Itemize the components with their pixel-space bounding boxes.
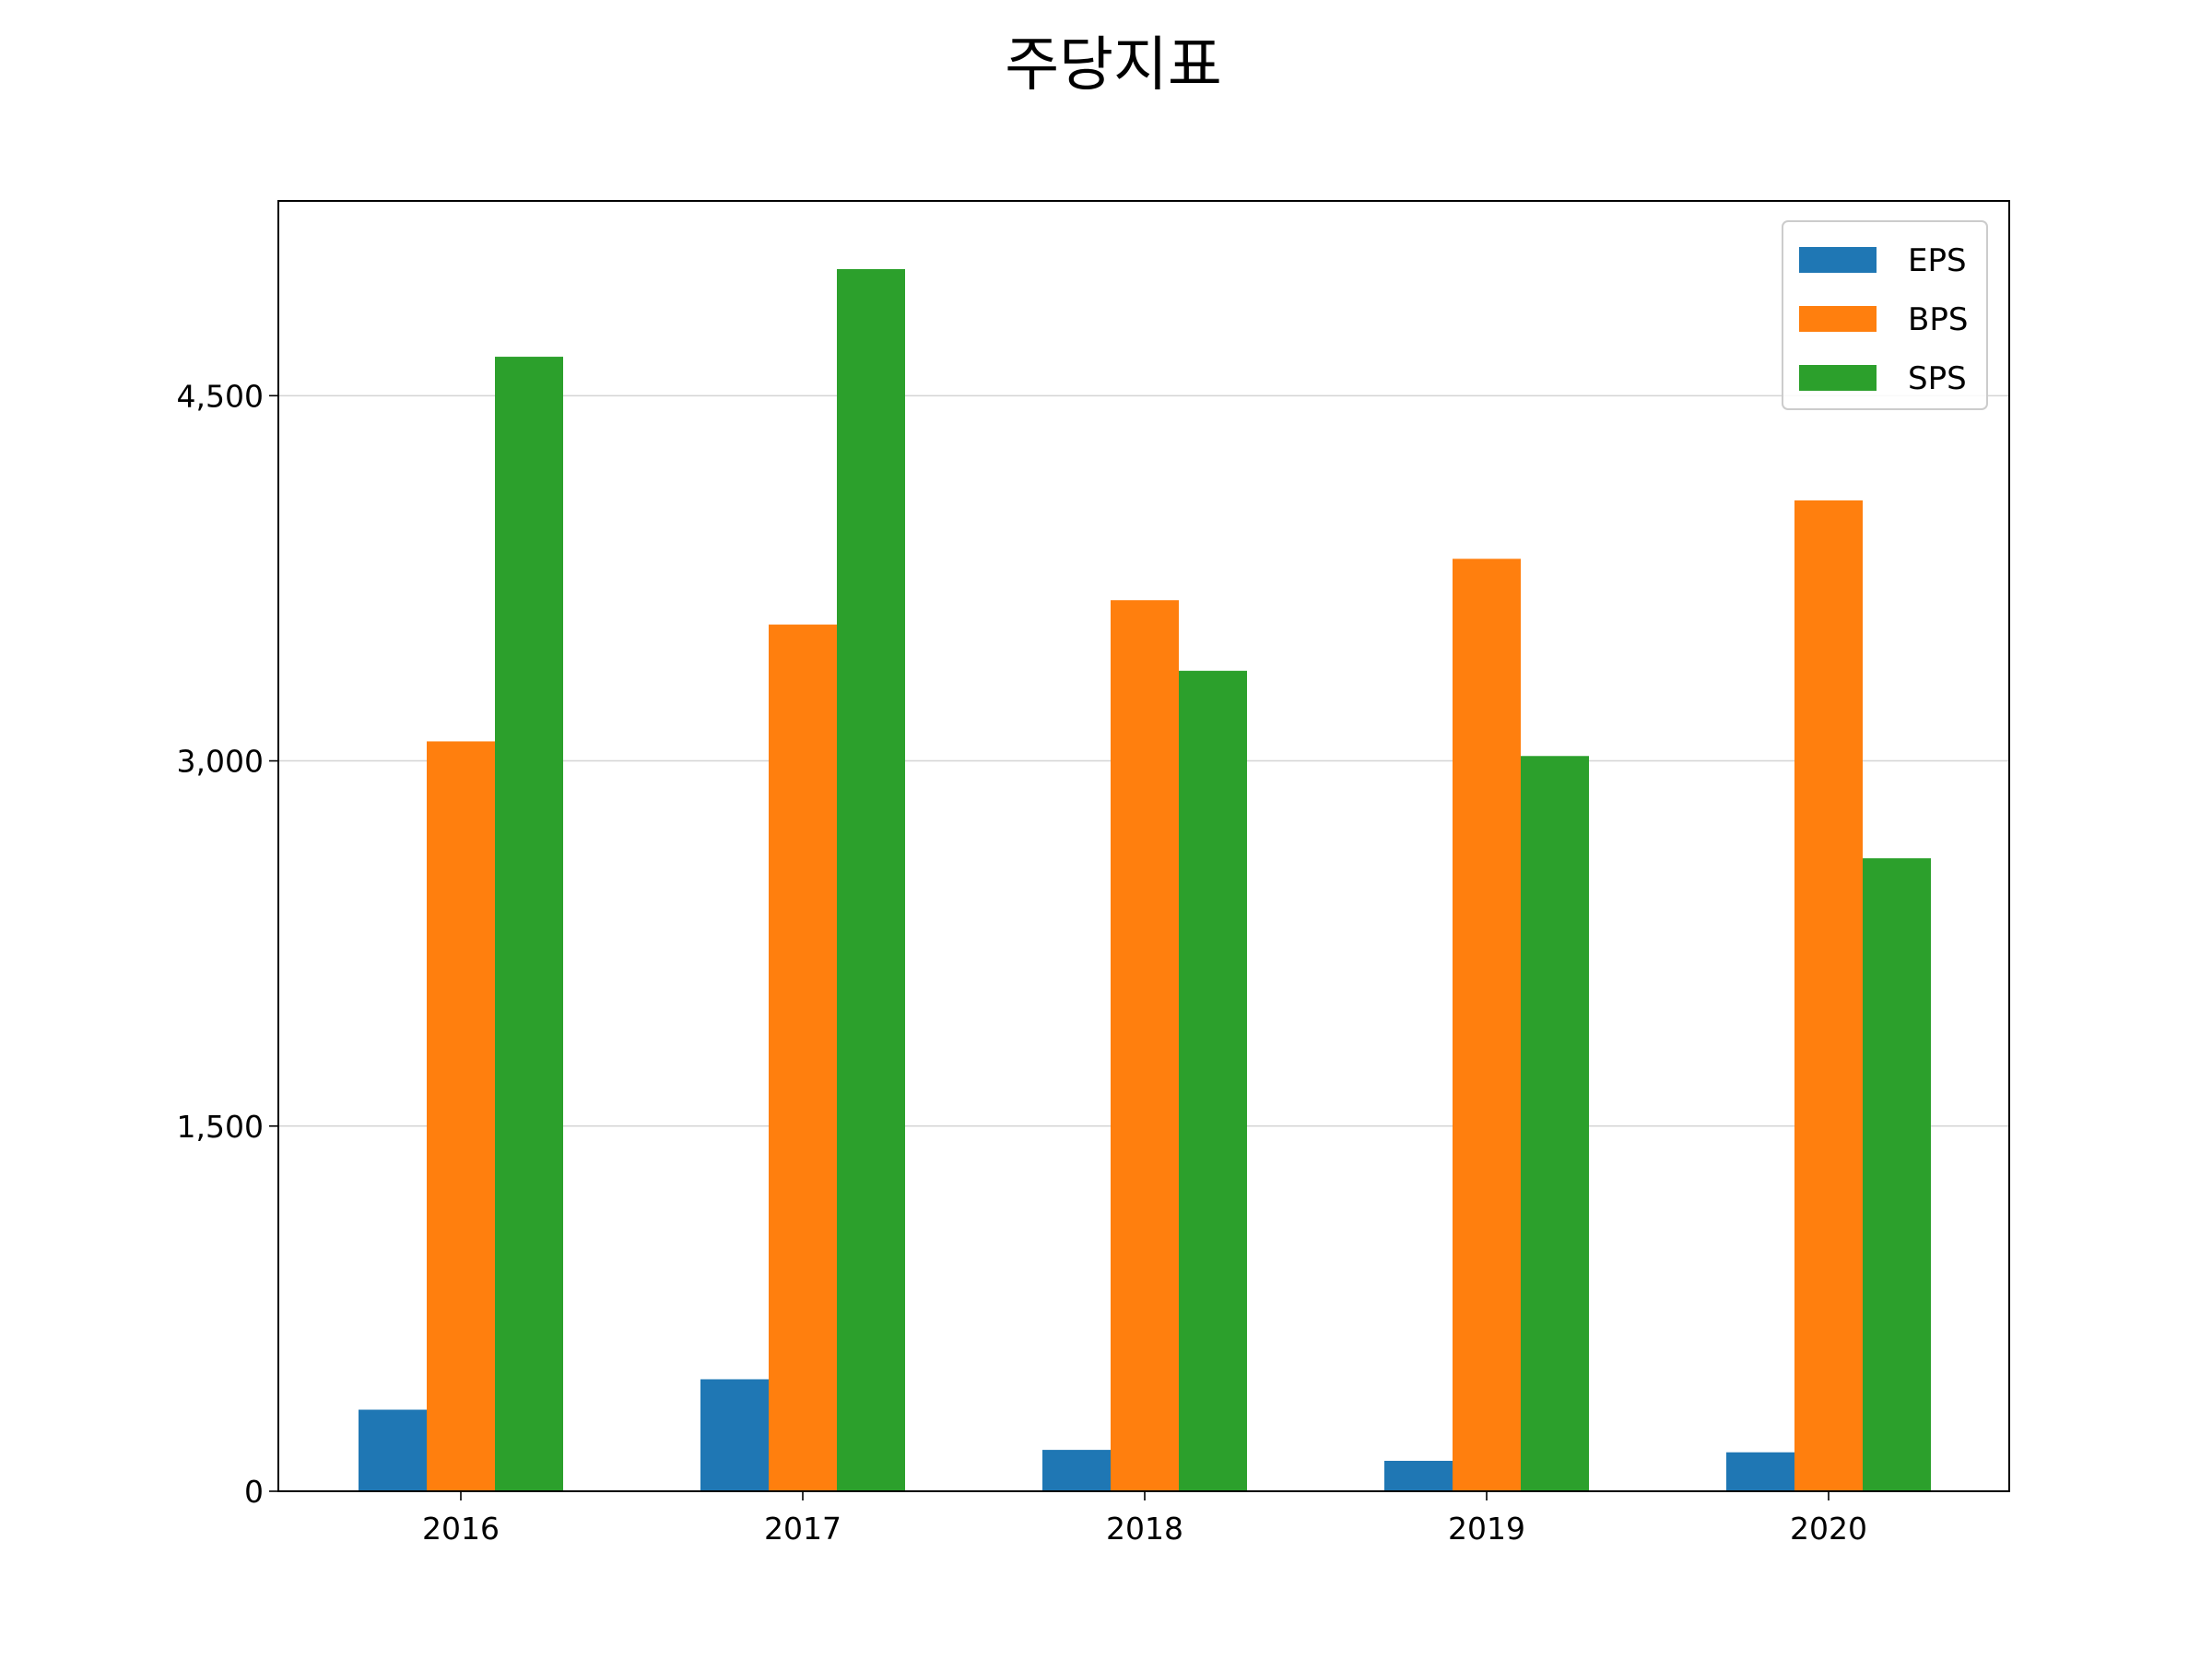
bar-eps-2019: [1384, 1460, 1453, 1491]
legend-label-sps: SPS: [1908, 360, 1967, 397]
bar-eps-2017: [700, 1379, 769, 1491]
x-tick-label: 2018: [1106, 1511, 1183, 1547]
bar-eps-2016: [359, 1409, 427, 1491]
x-tick-label: 2017: [764, 1511, 841, 1547]
bar-bps-2017: [769, 624, 837, 1491]
bars: [359, 268, 1931, 1491]
bar-sps-2019: [1521, 756, 1589, 1491]
bar-sps-2020: [1863, 858, 1931, 1491]
bar-bps-2020: [1794, 500, 1863, 1491]
legend-label-bps: BPS: [1908, 301, 1968, 338]
x-tick-label: 2019: [1448, 1511, 1525, 1547]
legend-label-eps: EPS: [1908, 242, 1967, 279]
legend-swatch-sps: [1799, 365, 1877, 391]
bar-sps-2016: [495, 357, 563, 1491]
y-tick-label: 1,500: [177, 1109, 264, 1145]
bar-eps-2020: [1726, 1452, 1794, 1491]
bar-bps-2016: [427, 741, 495, 1491]
bar-eps-2018: [1042, 1450, 1111, 1491]
plot-frame: [277, 200, 2010, 1492]
x-tick-label: 2016: [422, 1511, 500, 1547]
bar-sps-2017: [837, 268, 905, 1491]
axes: 2016 2017 2018 2019 2020 0 1,500 3,000 4,500: [177, 200, 2010, 1547]
chart-title: 주당지표: [1005, 31, 1222, 100]
bar-sps-2018: [1179, 670, 1247, 1491]
bar-bps-2018: [1111, 600, 1179, 1491]
x-tick-label: 2020: [1790, 1511, 1867, 1547]
bar-bps-2019: [1453, 559, 1521, 1491]
legend-swatch-bps: [1799, 306, 1877, 332]
y-tick-label: 3,000: [177, 744, 264, 780]
y-tick-label: 4,500: [177, 378, 264, 414]
legend: EPS BPS SPS: [1782, 220, 1988, 410]
y-tick-label: 0: [244, 1474, 264, 1510]
legend-swatch-eps: [1799, 247, 1877, 273]
